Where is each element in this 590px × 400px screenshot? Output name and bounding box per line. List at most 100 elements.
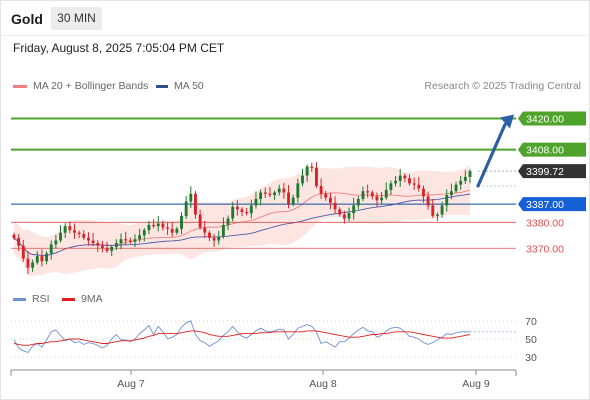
candle-body	[170, 228, 174, 233]
candle-body	[324, 193, 328, 198]
legend-ma20: MA 20 + Bollinger Bands	[13, 80, 148, 92]
candle-body	[370, 192, 374, 197]
candle-body	[268, 193, 272, 196]
candle-body	[194, 193, 197, 215]
candle-body	[435, 214, 439, 216]
candle-body	[147, 224, 151, 231]
candle-body	[342, 214, 346, 219]
candle-body	[35, 256, 39, 263]
candle-body	[175, 228, 179, 233]
candle-body	[398, 175, 402, 181]
candle-body	[361, 191, 365, 199]
candle-body	[263, 192, 267, 194]
candle-body	[287, 192, 290, 205]
candle-body	[26, 258, 30, 268]
candle-body	[426, 196, 430, 206]
instrument-title: Gold	[11, 11, 43, 27]
candle-body	[166, 227, 169, 229]
candle-body	[394, 180, 397, 184]
resistance-1-tag	[518, 142, 586, 157]
candle-body	[87, 237, 90, 241]
candle-body	[454, 184, 458, 192]
ma50-label: MA 50	[174, 80, 204, 92]
ma50-swatch	[156, 84, 168, 88]
candle-body	[63, 226, 67, 233]
copyright-text: Research © 2025 Trading Central	[424, 80, 581, 92]
pivot-label: 3387.00	[526, 199, 564, 211]
candle-body	[59, 232, 62, 241]
ma20-label: MA 20 + Bollinger Bands	[33, 80, 149, 92]
candle-body	[31, 262, 35, 268]
support-1-label: 3380.00	[526, 217, 564, 229]
legend-ma50: MA 50	[156, 80, 204, 92]
candle-body	[119, 239, 123, 244]
resistance-2-tag	[518, 111, 586, 126]
candle-body	[212, 237, 216, 241]
candle-body	[468, 171, 472, 177]
rsi-ma-line	[13, 330, 471, 346]
candle-body	[422, 188, 425, 197]
candle-body	[217, 236, 221, 241]
candle-body	[91, 240, 95, 244]
candle-body	[152, 224, 156, 227]
rsi-swatch	[13, 297, 26, 301]
candle-body	[301, 175, 304, 184]
candle-body	[449, 191, 453, 196]
rsi-tick-label: 30	[525, 352, 537, 364]
candle-body	[21, 245, 25, 259]
candle-body	[445, 195, 449, 206]
candle-body	[138, 235, 142, 240]
chart-header: Gold 30 MIN	[0, 0, 590, 36]
candle-body	[310, 166, 314, 168]
rsi-tick-label: 50	[525, 334, 537, 346]
candle-body	[296, 183, 300, 198]
candle-body	[133, 239, 137, 242]
candle-body	[54, 240, 58, 245]
candle-body	[49, 244, 53, 254]
bollinger-band	[14, 165, 470, 277]
candle-body	[315, 167, 318, 186]
candle-body	[259, 192, 263, 199]
current-price-label: 3399.72	[526, 166, 564, 178]
candle-body	[124, 239, 128, 241]
candle-body	[338, 209, 342, 215]
candle-body	[114, 243, 118, 247]
candle-body	[328, 197, 332, 203]
candles	[12, 162, 472, 274]
candle-body	[463, 176, 467, 181]
candle-body	[431, 205, 435, 216]
candle-body	[110, 246, 114, 251]
candle-body	[221, 224, 225, 237]
x-tick-label: Aug 8	[309, 378, 337, 390]
rsi-ma-swatch	[62, 297, 75, 301]
candle-body	[249, 205, 253, 214]
candle-body	[128, 240, 132, 242]
candle-body	[198, 214, 202, 228]
candle-body	[105, 248, 109, 251]
resistance-1-label: 3408.00	[526, 145, 564, 157]
candle-body	[291, 197, 295, 205]
candle-body	[96, 243, 100, 246]
candle-body	[240, 209, 244, 212]
candle-body	[440, 205, 444, 215]
candle-body	[180, 215, 183, 229]
candle-body	[184, 201, 188, 216]
candle-body	[384, 189, 388, 198]
rsi-line	[13, 320, 470, 354]
candle-body	[408, 178, 411, 184]
x-tick-label: Aug 9	[462, 378, 490, 390]
candle-body	[333, 202, 337, 210]
candle-body	[459, 180, 463, 185]
support-2-label: 3370.00	[526, 243, 564, 255]
rsi-label: RSI	[32, 293, 50, 305]
candle-body	[417, 184, 421, 189]
candle-body	[17, 237, 21, 246]
candle-body	[254, 198, 258, 206]
candle-body	[100, 245, 104, 249]
candle-body	[273, 192, 277, 196]
candle-body	[203, 227, 207, 233]
timeframe-button[interactable]: 30 MIN	[51, 7, 102, 30]
candle-body	[207, 232, 211, 238]
candle-body	[389, 183, 393, 190]
candle-body	[226, 218, 230, 225]
